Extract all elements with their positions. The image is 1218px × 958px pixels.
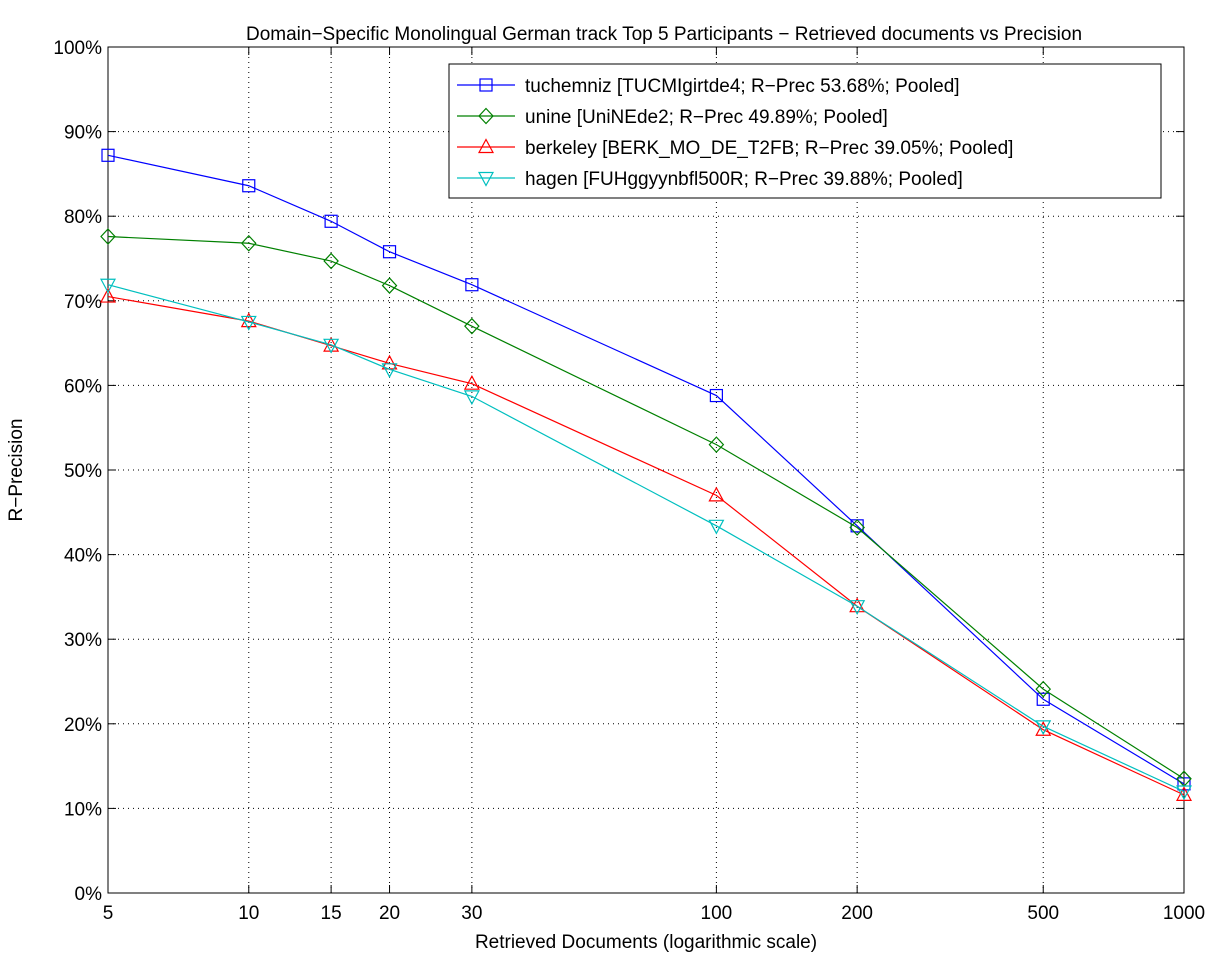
y-tick-label: 80% — [64, 207, 102, 228]
series-group — [99, 148, 1193, 801]
data-point — [464, 317, 480, 335]
data-point — [849, 519, 865, 536]
data-point — [323, 338, 340, 354]
y-axis: 0% 10% 20% 30% 40% 50% 60% 70% 80% 90% 100% — [53, 38, 1184, 905]
series-4 — [99, 278, 1193, 801]
data-point — [1175, 785, 1193, 801]
data-point — [381, 363, 398, 379]
data-point — [240, 315, 257, 331]
legend: tuchemniz [TUCMIgirtde4; R−Prec 53.68%; … — [448, 63, 1162, 199]
data-point — [101, 148, 115, 162]
data-point — [99, 278, 117, 294]
data-point — [240, 312, 257, 328]
series-3 — [99, 287, 1193, 801]
x-tick-label: 100 — [701, 903, 733, 924]
legend-marker — [477, 171, 495, 187]
data-point — [1035, 720, 1052, 736]
data-point — [709, 388, 723, 403]
data-point — [240, 234, 257, 252]
series-line — [107, 154, 1185, 785]
legend-entry: berkeley [BERK_MO_DE_T2FB; R−Prec 39.05%… — [457, 138, 1013, 159]
legend-label: unine [UniNEde2; R−Prec 49.89%; Pooled] — [525, 107, 888, 128]
y-axis-label: R−Precision — [6, 419, 27, 522]
series-line — [107, 284, 1185, 793]
data-point — [323, 252, 339, 270]
legend-entry: hagen [FUHggyynbfl500R; R−Prec 39.88%; P… — [457, 169, 963, 190]
x-tick-label: 200 — [841, 903, 873, 924]
x-tick-label: 20 — [379, 903, 400, 924]
y-tick-label: 40% — [64, 546, 102, 567]
x-axis: 5 10 15 20 30 100 200 500 1000 — [103, 47, 1205, 924]
data-point — [463, 390, 480, 406]
data-point — [1175, 786, 1193, 801]
y-tick-label: 60% — [64, 376, 102, 397]
legend-label: hagen [FUHggyynbfl500R; R−Prec 39.88%; P… — [525, 169, 963, 190]
y-tick-label: 50% — [64, 461, 102, 482]
series-2 — [100, 228, 1192, 788]
x-tick-label: 5 — [103, 903, 114, 924]
legend-box — [448, 63, 1162, 199]
legend-marker — [479, 78, 493, 92]
data-point — [100, 228, 116, 245]
legend-entry: unine [UniNEde2; R−Prec 49.89%; Pooled] — [457, 107, 888, 128]
data-point — [849, 597, 866, 613]
series-line — [107, 235, 1185, 780]
x-tick-label: 30 — [461, 903, 482, 924]
data-point — [1035, 680, 1052, 698]
x-axis-label: Retrieved Documents (logarithmic scale) — [475, 932, 817, 953]
data-point — [382, 245, 397, 259]
legend-label: berkeley [BERK_MO_DE_T2FB; R−Prec 39.05%… — [525, 138, 1013, 159]
y-tick-label: 100% — [53, 38, 102, 59]
x-tick-label: 1000 — [1163, 903, 1205, 924]
legend-label: tuchemniz [TUCMIgirtde4; R−Prec 53.68%; … — [525, 76, 960, 97]
data-point — [708, 486, 725, 502]
data-point — [708, 519, 725, 535]
data-point — [708, 436, 725, 453]
data-point — [324, 214, 338, 228]
legend-entry: tuchemniz [TUCMIgirtde4; R−Prec 53.68%; … — [457, 76, 960, 97]
chart-title: Domain−Specific Monolingual German track… — [246, 24, 1082, 45]
x-tick-label: 500 — [1027, 903, 1059, 924]
data-point — [1035, 720, 1052, 736]
data-point — [99, 287, 117, 303]
y-tick-label: 10% — [64, 799, 102, 820]
series-line — [107, 295, 1185, 796]
x-tick-label: 15 — [321, 903, 342, 924]
y-tick-label: 70% — [64, 292, 102, 313]
x-tick-label: 10 — [238, 903, 259, 924]
data-point — [242, 179, 256, 193]
data-point — [465, 278, 479, 292]
y-tick-label: 20% — [64, 715, 102, 736]
data-point — [849, 600, 866, 615]
data-point — [463, 374, 480, 390]
y-tick-label: 90% — [64, 123, 102, 144]
legend-marker — [477, 138, 495, 154]
y-tick-label: 30% — [64, 630, 102, 651]
data-point — [1177, 777, 1191, 791]
data-point — [381, 277, 398, 294]
y-tick-label: 0% — [75, 884, 103, 905]
data-point — [1036, 692, 1050, 706]
legend-marker — [478, 107, 494, 125]
series-1 — [101, 148, 1191, 791]
